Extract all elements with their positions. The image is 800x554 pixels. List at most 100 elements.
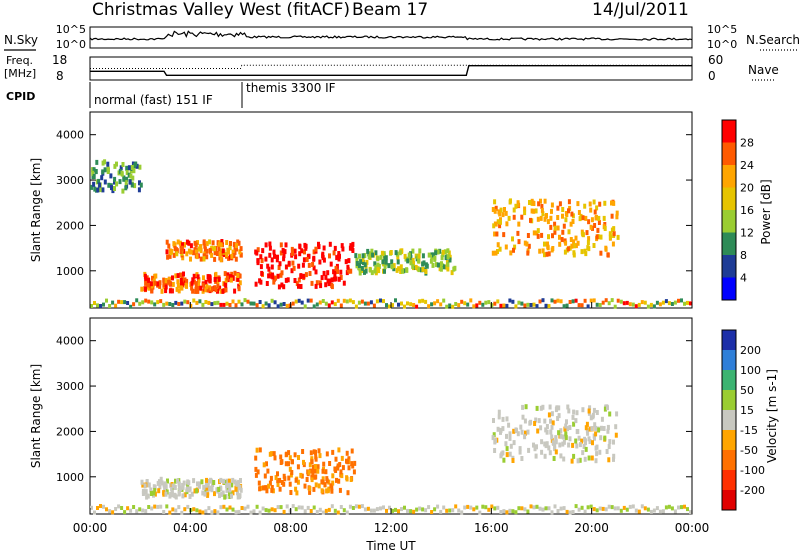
colorbar-swatch [722, 187, 736, 211]
heatmap-cell [565, 419, 568, 425]
heatmap-cell [547, 445, 551, 451]
heatmap-cell [608, 411, 612, 417]
heatmap-cell [239, 478, 242, 483]
heatmap-cell [345, 458, 348, 464]
heatmap-cell [237, 286, 241, 292]
time-axis-label: Time UT [365, 539, 416, 553]
heatmap-cell [496, 242, 500, 248]
heatmap-cell [132, 302, 136, 307]
heatmap-cell [183, 492, 187, 498]
colorbar-tick-label: 100 [740, 364, 761, 377]
heatmap-cell [315, 280, 319, 286]
nave-tick-bottom: 0 [708, 69, 716, 83]
heatmap-cell [201, 490, 205, 496]
heatmap-cell [210, 302, 214, 307]
heatmap-cell [594, 431, 598, 437]
cpid-mode-normal: normal (fast) 151 IF [94, 93, 213, 107]
heatmap-cell [368, 267, 372, 273]
heatmap-cell [236, 273, 240, 278]
heatmap-cell [594, 445, 598, 451]
heatmap-cell [587, 236, 591, 242]
heatmap-cell [613, 506, 617, 511]
heatmap-cell [593, 223, 597, 228]
heatmap-cell [202, 484, 206, 490]
heatmap-cell [589, 298, 593, 303]
heatmap-cell [504, 210, 508, 216]
heatmap-cell [168, 302, 172, 306]
heatmap-cell [98, 182, 102, 188]
heatmap-cell [572, 243, 576, 249]
heatmap-cell [219, 288, 223, 294]
heatmap-cell [284, 452, 288, 458]
heatmap-cell [496, 299, 500, 304]
heatmap-cell [189, 249, 193, 255]
heatmap-cell [196, 288, 200, 294]
heatmap-cell [320, 488, 324, 494]
heatmap-cell [338, 462, 342, 467]
heatmap-cell [254, 466, 258, 472]
power-y-axis-label: Slant Range [km] [29, 158, 43, 262]
heatmap-cell [379, 298, 382, 303]
heatmap-cell [370, 248, 374, 254]
heatmap-cell [391, 303, 394, 308]
heatmap-cell [610, 200, 613, 206]
heatmap-cell [110, 185, 113, 191]
nave-trace [90, 64, 692, 69]
heatmap-cell [689, 510, 692, 515]
heatmap-cell [491, 207, 495, 212]
heatmap-cell [599, 425, 603, 431]
heatmap-cell [129, 173, 133, 179]
heatmap-cell [201, 510, 205, 515]
heatmap-cell [214, 287, 218, 293]
colorbar-tick-label: 12 [740, 227, 754, 240]
heatmap-cell [96, 506, 99, 510]
heatmap-cell [235, 483, 239, 489]
heatmap-cell [99, 304, 102, 308]
heatmap-cell [572, 409, 576, 415]
heatmap-cell [264, 256, 268, 262]
heatmap-cell [495, 231, 499, 237]
heatmap-cell [359, 259, 363, 265]
heatmap-cell [579, 213, 583, 219]
heatmap-cell [526, 509, 530, 514]
colorbar-swatch [722, 142, 736, 166]
heatmap-cell [312, 249, 316, 255]
heatmap-cell [523, 240, 527, 246]
heatmap-cell [255, 447, 259, 453]
heatmap-cell [511, 299, 515, 304]
heatmap-cell [564, 423, 568, 429]
heatmap-cell [199, 285, 203, 291]
heatmap-cell [340, 455, 344, 461]
heatmap-cell [616, 506, 620, 511]
heatmap-cell [335, 477, 338, 483]
heatmap-cell [106, 161, 110, 167]
heatmap-cell [581, 407, 585, 413]
heatmap-cell [655, 300, 659, 305]
heatmap-cell [158, 484, 162, 490]
heatmap-cell [225, 478, 229, 484]
heatmap-cell [404, 256, 408, 262]
heatmap-cell [235, 243, 238, 249]
heatmap-cell [326, 270, 330, 276]
heatmap-cell [272, 451, 276, 457]
heatmap-cell [331, 473, 335, 479]
heatmap-cell [574, 504, 578, 509]
heatmap-cell [204, 509, 208, 514]
heatmap-cell [120, 300, 124, 305]
heatmap-cell [457, 508, 461, 513]
heatmap-cell [274, 475, 278, 481]
heatmap-cell [221, 288, 225, 294]
freq-tick-top: 18 [52, 53, 67, 67]
heatmap-cell [411, 263, 415, 269]
heatmap-cell [307, 262, 311, 268]
beam-label: Beam 17 [352, 0, 428, 20]
heatmap-cell [305, 257, 309, 262]
heatmap-cell [346, 264, 350, 270]
heatmap-cell [562, 439, 566, 445]
heatmap-cell [200, 479, 204, 485]
colorbar-tick-label: 50 [740, 384, 754, 397]
heatmap-cell [513, 244, 517, 250]
heatmap-cell [270, 451, 274, 457]
heatmap-cell [587, 219, 591, 225]
heatmap-cell [284, 242, 288, 248]
